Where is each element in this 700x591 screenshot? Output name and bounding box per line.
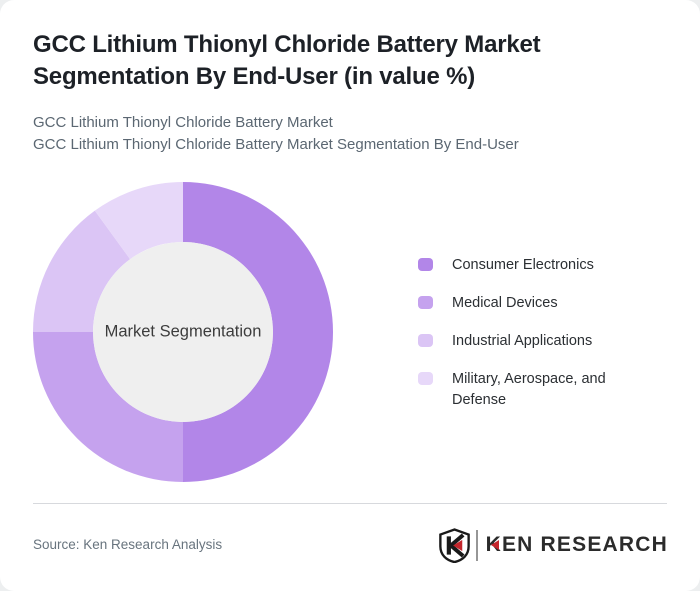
donut-slice-3 <box>94 182 183 260</box>
legend-item: Medical Devices <box>418 293 637 314</box>
brand-k-red-triangle-icon <box>490 540 499 550</box>
brand-logo: KEN RESEARCH <box>438 527 668 563</box>
donut-center-circle <box>93 242 273 422</box>
donut-svg <box>33 182 333 482</box>
donut-slice-1 <box>33 332 183 482</box>
legend-item: Military, Aerospace, and Defense <box>418 369 637 411</box>
legend-swatch-icon <box>418 296 433 309</box>
brand-name: KEN RESEARCH <box>485 533 668 556</box>
legend-label: Military, Aerospace, and Defense <box>452 371 606 408</box>
legend-label: Consumer Electronics <box>452 257 594 273</box>
legend-label: Medical Devices <box>452 295 558 311</box>
chart-title: GCC Lithium Thionyl Chloride Battery Mar… <box>33 31 541 90</box>
footer-divider <box>33 503 667 504</box>
logo-divider <box>475 529 478 561</box>
legend-swatch-icon <box>418 372 433 385</box>
shield-k-icon <box>438 527 470 563</box>
donut-slice-2 <box>33 210 131 332</box>
subtitle-line-1: GCC Lithium Thionyl Chloride Battery Mar… <box>33 114 333 131</box>
chart-subtitles: GCC Lithium Thionyl Chloride Battery Mar… <box>33 112 519 156</box>
legend-label: Industrial Applications <box>452 333 593 349</box>
source-text: Source: Ken Research Analysis <box>33 537 223 552</box>
legend-item: Consumer Electronics <box>418 255 637 276</box>
legend-swatch-icon <box>418 334 433 347</box>
legend-swatch-icon <box>418 258 433 271</box>
legend-item: Industrial Applications <box>418 331 637 352</box>
legend: Consumer Electronics Medical Devices Indus… <box>418 255 637 428</box>
donut-slice-0 <box>183 182 333 482</box>
donut-chart: Market Segmentation <box>33 182 333 482</box>
subtitle-line-2: GCC Lithium Thionyl Chloride Battery Mar… <box>33 136 519 153</box>
